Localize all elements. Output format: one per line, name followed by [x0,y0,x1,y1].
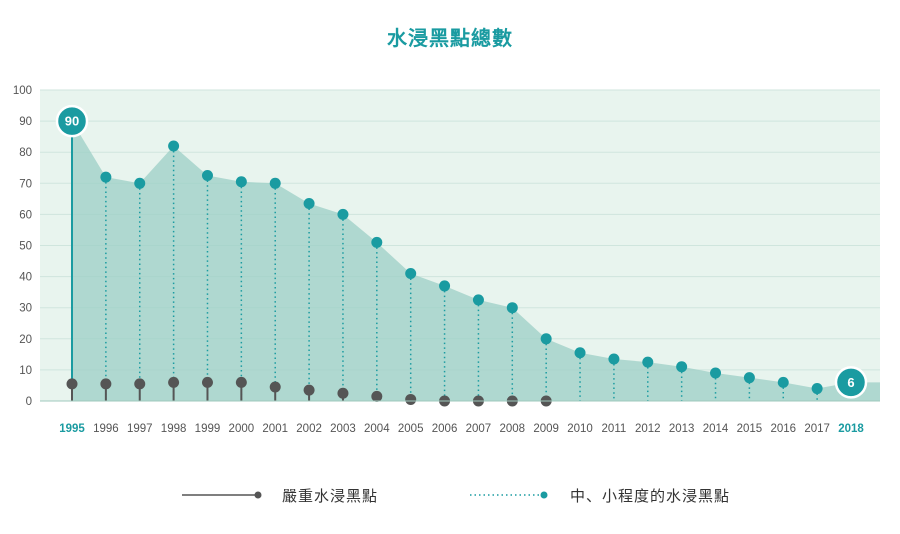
point-minor-2015 [743,372,755,384]
y-tick-label-0: 0 [26,396,32,408]
x-tick-label-1997: 1997 [127,423,153,435]
point-severe-1998 [168,376,180,388]
y-tick-label-40: 40 [19,272,32,284]
x-tick-label-1995: 1995 [59,423,85,435]
point-severe-2004 [371,390,383,402]
point-severe-2005 [405,393,417,405]
y-tick-label-100: 100 [13,85,32,97]
y-tick-label-80: 80 [19,147,32,159]
badge-label-1995: 90 [65,114,79,129]
x-tick-label-2003: 2003 [330,423,356,435]
point-minor-2007 [472,294,484,306]
x-tick-label-2004: 2004 [364,423,390,435]
legend-label-severe: 嚴重水浸黑點 [282,486,379,505]
point-minor-2009 [540,333,552,345]
point-severe-1999 [201,376,213,388]
point-minor-2011 [608,353,620,365]
point-minor-1999 [201,170,213,182]
x-tick-label-1998: 1998 [161,423,187,435]
y-tick-label-70: 70 [19,178,32,190]
y-tick-label-30: 30 [19,303,32,315]
legend-label-minor: 中、小程度的水浸黑點 [570,486,731,505]
x-tick-label-2006: 2006 [432,423,458,435]
x-tick-label-2014: 2014 [703,423,729,435]
x-tick-label-2000: 2000 [229,423,255,435]
x-tick-label-2015: 2015 [737,423,763,435]
badge-label-2018: 6 [847,375,854,390]
point-minor-1998 [168,140,180,152]
point-minor-2008 [506,302,518,314]
x-tick-label-2009: 2009 [533,423,559,435]
point-severe-1996 [100,378,112,390]
x-tick-label-1999: 1999 [195,423,221,435]
badge-2018 [834,366,868,399]
y-tick-label-50: 50 [19,241,32,253]
chart-title: 水浸黑點總數 [387,26,513,50]
point-severe-1997 [134,378,146,390]
point-severe-2002 [303,384,315,396]
x-tick-label-2016: 2016 [770,423,796,435]
x-tick-label-2017: 2017 [804,423,830,435]
point-minor-2016 [777,376,789,388]
point-minor-1997 [134,177,146,189]
point-minor-2004 [371,236,383,248]
point-minor-2017 [811,383,823,395]
point-minor-2010 [574,347,586,359]
x-tick-label-2008: 2008 [500,423,526,435]
x-tick-label-2012: 2012 [635,423,661,435]
legend-item-minor: 中、小程度的水浸黑點 [470,484,730,506]
badge-1995 [55,104,89,138]
point-severe-2000 [235,376,247,388]
x-tick-label-2011: 2011 [602,423,627,435]
x-tick-label-2007: 2007 [466,423,492,435]
point-minor-1996 [100,171,112,183]
x-tick-label-2018: 2018 [838,423,864,435]
x-tick-label-2010: 2010 [567,423,593,435]
x-tick-label-2001: 2001 [262,423,288,435]
point-minor-2006 [439,280,451,292]
point-minor-2013 [676,361,688,373]
y-tick-label-60: 60 [19,209,32,221]
point-minor-2000 [235,176,247,188]
point-minor-2014 [710,367,722,379]
y-tick-label-90: 90 [19,116,32,128]
y-tick-label-10: 10 [19,365,32,377]
y-tick-label-20: 20 [19,334,32,346]
legend-swatch-solid [182,491,262,499]
legend-item-severe: 嚴重水浸黑點 [182,484,378,506]
point-severe-1995 [66,378,78,390]
legend-swatch-dotted [470,491,548,499]
x-tick-label-2002: 2002 [296,423,322,435]
point-minor-2003 [337,208,349,220]
point-minor-2001 [269,177,281,189]
point-severe-2003 [337,387,349,399]
point-minor-2005 [405,267,417,279]
point-minor-2012 [642,356,654,368]
x-tick-label-2013: 2013 [669,423,695,435]
point-severe-2001 [269,381,281,393]
x-tick-label-1996: 1996 [93,423,119,435]
area-minor-series [72,121,880,401]
x-tick-label-2005: 2005 [398,423,424,435]
point-minor-2002 [303,198,315,210]
